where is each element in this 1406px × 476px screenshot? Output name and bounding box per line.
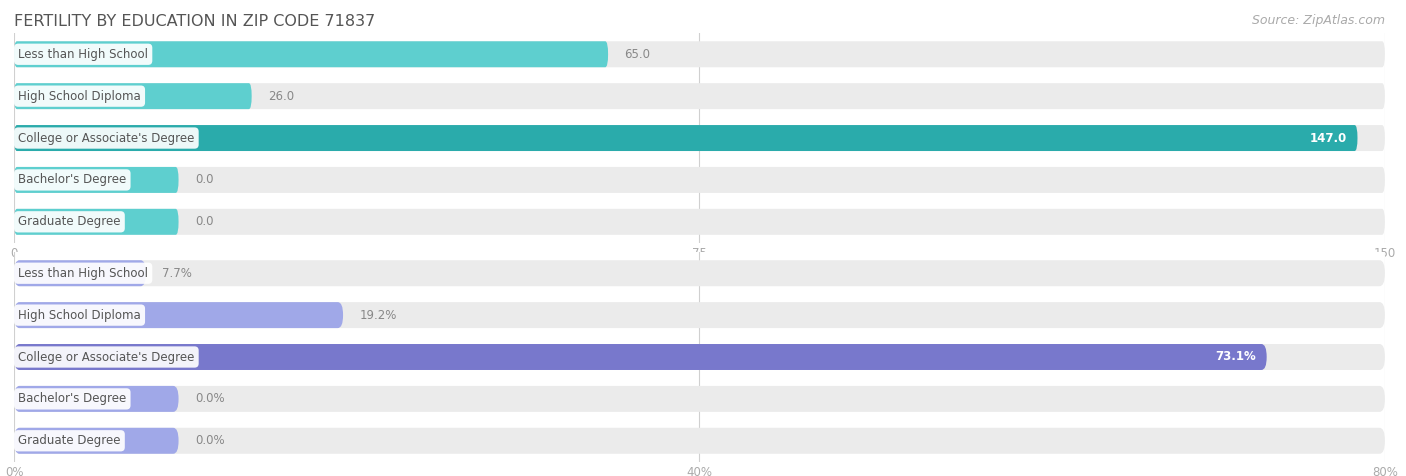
FancyBboxPatch shape [14, 209, 179, 235]
Text: Graduate Degree: Graduate Degree [18, 434, 121, 447]
Text: Less than High School: Less than High School [18, 48, 148, 61]
Text: FERTILITY BY EDUCATION IN ZIP CODE 71837: FERTILITY BY EDUCATION IN ZIP CODE 71837 [14, 14, 375, 30]
Text: 0.0: 0.0 [195, 215, 214, 228]
FancyBboxPatch shape [14, 302, 343, 328]
FancyBboxPatch shape [14, 344, 1385, 370]
FancyBboxPatch shape [14, 167, 179, 193]
Text: 73.1%: 73.1% [1215, 350, 1256, 364]
FancyBboxPatch shape [14, 344, 1267, 370]
Text: Graduate Degree: Graduate Degree [18, 215, 121, 228]
Text: 0.0%: 0.0% [195, 434, 225, 447]
Text: 0.0: 0.0 [195, 173, 214, 187]
FancyBboxPatch shape [14, 209, 1385, 235]
Text: 0.0%: 0.0% [195, 392, 225, 406]
FancyBboxPatch shape [14, 41, 1385, 67]
Text: 19.2%: 19.2% [360, 308, 396, 322]
FancyBboxPatch shape [14, 83, 252, 109]
FancyBboxPatch shape [14, 83, 1385, 109]
FancyBboxPatch shape [14, 260, 1385, 286]
Text: Bachelor's Degree: Bachelor's Degree [18, 392, 127, 406]
Text: 65.0: 65.0 [624, 48, 651, 61]
FancyBboxPatch shape [14, 386, 179, 412]
Text: 26.0: 26.0 [269, 89, 294, 103]
Text: College or Associate's Degree: College or Associate's Degree [18, 131, 194, 145]
Text: College or Associate's Degree: College or Associate's Degree [18, 350, 194, 364]
FancyBboxPatch shape [14, 428, 179, 454]
FancyBboxPatch shape [14, 428, 1385, 454]
Text: High School Diploma: High School Diploma [18, 89, 141, 103]
Text: Source: ZipAtlas.com: Source: ZipAtlas.com [1251, 14, 1385, 27]
FancyBboxPatch shape [14, 41, 609, 67]
FancyBboxPatch shape [14, 260, 146, 286]
Text: 147.0: 147.0 [1309, 131, 1347, 145]
FancyBboxPatch shape [14, 125, 1385, 151]
Text: Bachelor's Degree: Bachelor's Degree [18, 173, 127, 187]
FancyBboxPatch shape [14, 386, 1385, 412]
FancyBboxPatch shape [14, 302, 1385, 328]
Text: Less than High School: Less than High School [18, 267, 148, 280]
FancyBboxPatch shape [14, 125, 1358, 151]
FancyBboxPatch shape [14, 167, 1385, 193]
Text: 7.7%: 7.7% [163, 267, 193, 280]
Text: High School Diploma: High School Diploma [18, 308, 141, 322]
